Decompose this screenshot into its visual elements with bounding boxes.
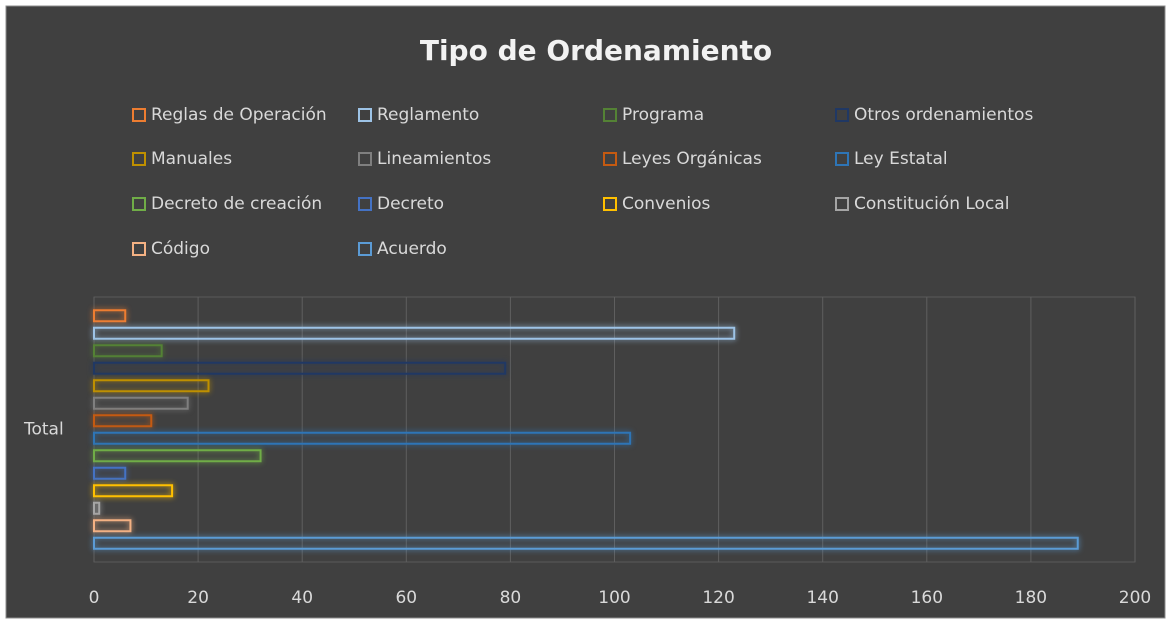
legend-label: Decreto: [377, 194, 444, 214]
bar: [93, 466, 127, 480]
y-tick-label: Total: [23, 420, 64, 440]
x-tick-label: 100: [598, 588, 630, 608]
legend-marker: [132, 242, 146, 256]
legend-label: Programa: [622, 105, 704, 125]
legend-label: Ley Estatal: [854, 149, 948, 169]
bar: [93, 431, 632, 445]
legend-label: Acuerdo: [377, 239, 447, 259]
bar: [93, 449, 262, 463]
bar: [93, 396, 189, 410]
x-tick-label: 200: [1119, 588, 1151, 608]
chart-title: Tipo de Ordenamiento: [420, 34, 772, 67]
legend-marker: [835, 152, 849, 166]
legend-marker: [835, 108, 849, 122]
bar: [93, 484, 174, 498]
legend-label: Manuales: [151, 149, 232, 169]
legend-marker: [358, 108, 372, 122]
x-tick-label: 120: [702, 588, 734, 608]
legend-label: Otros ordenamientos: [854, 105, 1033, 125]
legend-label: Reglas de Operación: [151, 105, 327, 125]
legend-marker: [603, 152, 617, 166]
x-tick-label: 80: [500, 588, 522, 608]
x-tick-label: 160: [911, 588, 943, 608]
bar: [93, 519, 132, 533]
bar: [93, 379, 210, 393]
chart-background: [5, 5, 1166, 619]
legend-label: Decreto de creación: [151, 194, 322, 214]
x-tick-label: 180: [1015, 588, 1047, 608]
legend-label: Lineamientos: [377, 149, 491, 169]
bar: [93, 309, 127, 323]
legend-marker: [358, 152, 372, 166]
legend-label: Leyes Orgánicas: [622, 149, 762, 169]
legend-marker: [132, 108, 146, 122]
legend-label: Reglamento: [377, 105, 479, 125]
x-tick-label: 140: [806, 588, 838, 608]
bar: [93, 536, 1079, 550]
legend-marker: [603, 197, 617, 211]
x-tick-label: 0: [89, 588, 100, 608]
x-tick-label: 20: [187, 588, 209, 608]
legend-marker: [358, 242, 372, 256]
bar: [93, 326, 736, 340]
legend-label: Código: [151, 239, 210, 259]
x-tick-label: 40: [291, 588, 313, 608]
legend-marker: [835, 197, 849, 211]
bar: [93, 361, 507, 375]
bar: [93, 344, 163, 358]
bar: [93, 501, 101, 515]
bar: [93, 414, 153, 428]
legend-marker: [132, 152, 146, 166]
legend-label: Convenios: [622, 194, 710, 214]
legend-marker: [603, 108, 617, 122]
legend-label: Constitución Local: [854, 194, 1009, 214]
x-tick-label: 60: [395, 588, 417, 608]
legend-marker: [358, 197, 372, 211]
legend-marker: [132, 197, 146, 211]
